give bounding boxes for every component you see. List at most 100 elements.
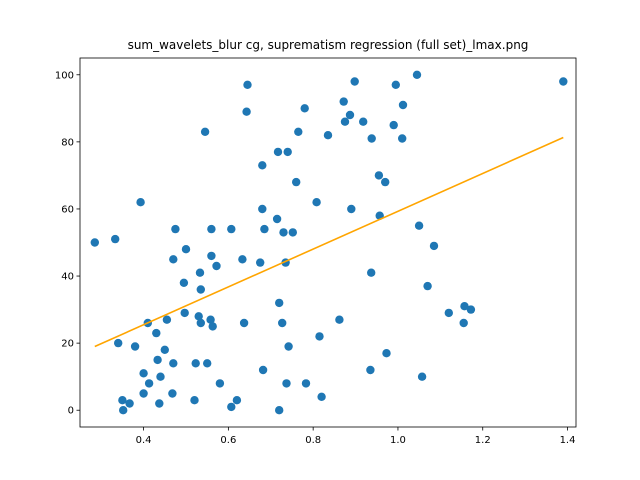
data-point <box>294 127 303 136</box>
data-point <box>323 131 333 140</box>
data-point <box>301 379 311 388</box>
data-point <box>258 365 268 375</box>
data-point <box>190 396 199 405</box>
data-point <box>459 318 468 328</box>
data-point <box>366 365 375 375</box>
data-point <box>272 214 282 224</box>
data-point <box>423 281 432 291</box>
data-point <box>398 100 408 110</box>
data-point <box>232 396 242 405</box>
data-point <box>412 70 422 80</box>
data-point <box>300 104 309 113</box>
data-point <box>282 379 291 388</box>
chart-title: sum_wavelets_blur cg, suprematism regres… <box>128 38 529 52</box>
data-point <box>215 379 225 388</box>
data-point <box>389 120 398 130</box>
data-point <box>359 117 368 126</box>
y-tick-label: 60 <box>61 204 74 215</box>
data-point <box>206 315 215 324</box>
data-point <box>171 224 180 234</box>
data-point <box>191 359 200 368</box>
data-point <box>155 399 164 408</box>
data-point <box>367 268 376 277</box>
data-point <box>203 359 212 368</box>
data-point <box>284 342 293 351</box>
y-tick-label: 0 <box>68 406 74 417</box>
x-tick-label: 0.4 <box>136 435 152 446</box>
data-point <box>288 228 297 237</box>
data-point <box>118 396 127 405</box>
y-tick-label: 80 <box>61 137 74 148</box>
data-point <box>278 318 287 328</box>
data-point <box>339 97 348 106</box>
regression-line <box>94 136 564 348</box>
data-point <box>312 198 321 207</box>
data-point <box>156 372 165 381</box>
x-tick-label: 1.4 <box>560 435 576 446</box>
data-point <box>258 161 267 170</box>
data-point <box>466 305 476 314</box>
data-point <box>315 332 324 341</box>
data-point <box>195 268 205 277</box>
data-point <box>179 278 189 287</box>
data-point <box>391 80 400 90</box>
x-tick-label: 1.2 <box>475 435 491 446</box>
data-point <box>238 255 247 264</box>
data-point <box>227 224 236 234</box>
data-point <box>347 204 356 214</box>
data-point <box>196 285 205 294</box>
x-tick-label: 1.0 <box>390 435 406 446</box>
data-point <box>559 77 568 86</box>
data-point <box>382 349 391 358</box>
data-point <box>275 298 284 308</box>
data-point <box>460 302 469 311</box>
plot-area <box>90 70 568 415</box>
axes: 0.4 0.6 0.8 1.0 1.2 1.4 0 20 40 60 80 100 <box>55 57 577 446</box>
data-point <box>169 359 178 368</box>
data-point <box>207 251 216 261</box>
data-point <box>114 338 123 348</box>
data-point <box>125 399 134 408</box>
data-point <box>414 221 424 230</box>
data-point <box>144 379 154 388</box>
data-point <box>283 147 292 157</box>
data-point <box>139 369 148 378</box>
data-point <box>152 328 161 338</box>
data-point <box>258 204 267 214</box>
data-point <box>260 224 269 234</box>
data-point <box>111 234 120 244</box>
data-point <box>292 177 301 187</box>
data-point <box>242 107 251 116</box>
data-point <box>160 345 169 354</box>
data-point <box>350 77 359 86</box>
data-point <box>194 312 203 321</box>
data-point <box>340 117 350 126</box>
data-point <box>367 134 376 143</box>
data-point <box>275 406 284 415</box>
data-point <box>180 308 189 318</box>
data-point <box>212 261 221 271</box>
data-point <box>381 177 390 187</box>
x-tick-label: 0.8 <box>305 435 321 446</box>
x-tick-label: 0.6 <box>220 435 236 446</box>
axes-frame <box>79 57 577 428</box>
data-point <box>181 245 191 254</box>
data-point <box>119 406 128 415</box>
data-point <box>153 355 162 365</box>
data-point <box>335 315 344 324</box>
y-tick-label: 20 <box>61 339 74 350</box>
data-point <box>168 389 177 398</box>
data-point <box>279 228 288 237</box>
y-tick-label: 100 <box>55 70 74 81</box>
data-point <box>136 198 145 207</box>
data-point <box>200 127 210 136</box>
data-point <box>273 147 283 157</box>
data-point <box>398 134 407 143</box>
data-point <box>227 402 236 412</box>
data-point <box>444 308 453 318</box>
data-point <box>207 224 216 234</box>
data-point <box>169 255 178 264</box>
data-point <box>429 241 439 251</box>
data-point <box>374 171 384 180</box>
